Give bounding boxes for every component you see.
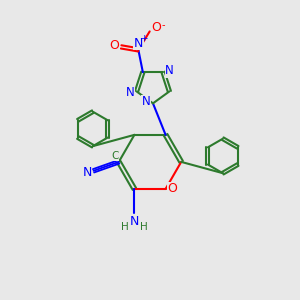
Text: N: N bbox=[126, 86, 134, 99]
Text: H: H bbox=[121, 222, 129, 232]
Text: N: N bbox=[165, 64, 174, 77]
Text: N: N bbox=[82, 166, 92, 179]
Text: C: C bbox=[112, 151, 119, 161]
Text: H: H bbox=[140, 222, 148, 232]
Text: N: N bbox=[134, 37, 143, 50]
Text: O: O bbox=[151, 21, 161, 34]
Text: -: - bbox=[161, 20, 165, 30]
Text: O: O bbox=[167, 182, 177, 195]
Text: N: N bbox=[142, 95, 151, 108]
Text: +: + bbox=[141, 34, 148, 43]
Text: N: N bbox=[130, 214, 139, 227]
Text: O: O bbox=[110, 39, 119, 52]
